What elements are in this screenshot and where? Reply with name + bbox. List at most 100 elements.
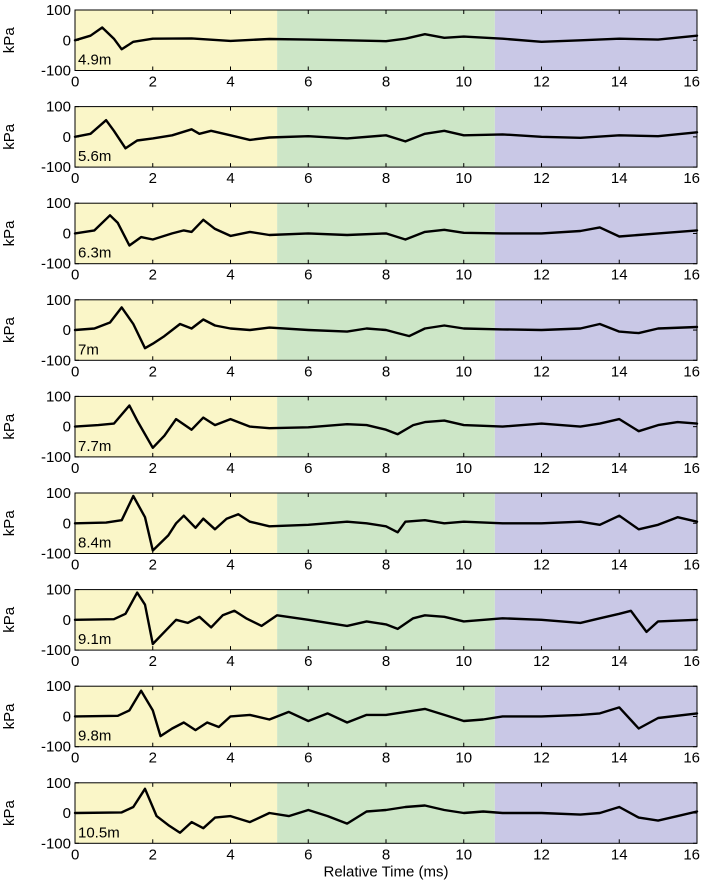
x-tick-label: 10 [455,653,472,670]
x-tick-label: 8 [382,170,390,187]
region-band-1 [75,396,278,457]
x-tick-label: 12 [533,846,550,863]
x-tick-label: 12 [533,267,550,284]
x-tick-label: 12 [533,557,550,574]
x-tick-label: 4 [226,74,234,91]
distance-label: 7.7m [78,438,111,455]
x-tick-label: 14 [611,653,628,670]
x-tick-label: 2 [149,460,157,477]
y-axis-label: kPa [1,413,18,440]
x-tick-label: 2 [149,750,157,767]
distance-label: 10.5m [78,824,120,841]
x-tick-label: 8 [382,267,390,284]
x-tick-label: 10 [455,460,472,477]
y-tick-label: -100 [41,63,71,80]
x-tick-label: 16 [683,267,700,284]
region-band-2 [277,493,495,554]
series-line-7m [73,306,699,350]
x-tick-label: 8 [382,750,390,767]
x-tick-label: 2 [149,74,157,91]
x-tick-label: 4 [226,170,234,187]
x-tick-label: 8 [382,74,390,91]
y-tick-label: 100 [46,485,71,502]
x-tick-label: 0 [71,363,79,380]
x-tick-label: 2 [149,363,157,380]
y-tick-label: 100 [46,2,71,19]
x-tick-label: 2 [149,653,157,670]
x-axis-label: Relative Time (ms) [323,863,448,880]
x-tick-label: 2 [149,170,157,187]
distance-label: 8.4m [78,535,111,552]
y-axis-label: kPa [1,510,18,537]
x-tick-label: 16 [683,653,700,670]
x-tick-label: 10 [455,750,472,767]
y-tick-label: -100 [41,835,71,852]
x-tick-label: 8 [382,557,390,574]
distance-label: 4.9m [78,52,111,69]
x-tick-label: 6 [304,74,312,91]
region-band-1 [75,106,278,168]
x-tick-label: 16 [683,750,700,767]
x-tick-label: 14 [611,363,628,380]
x-tick-label: 4 [226,363,234,380]
y-tick-label: -100 [41,352,71,369]
x-tick-label: 10 [455,363,472,380]
x-tick-label: 0 [71,750,79,767]
x-tick-label: 16 [683,363,700,380]
distance-label: 7m [78,341,99,358]
x-tick-label: 6 [304,460,312,477]
x-tick-label: 4 [226,653,234,670]
x-tick-label: 14 [611,170,628,187]
series-line-9.8m [73,689,699,738]
x-tick-label: 16 [683,170,700,187]
distance-label: 5.6m [78,148,111,165]
x-tick-label: 6 [304,557,312,574]
series-line-8.4m [73,494,699,552]
x-tick-label: 12 [533,170,550,187]
x-tick-label: 10 [455,170,472,187]
x-tick-label: 10 [455,846,472,863]
series-line-10.5m [73,787,699,834]
distance-label: 9.8m [78,728,111,745]
distance-label: 9.1m [78,631,111,648]
x-tick-label: 16 [683,460,700,477]
x-tick-label: 8 [382,653,390,670]
x-tick-label: 14 [611,557,628,574]
y-tick-label: 0 [63,32,71,49]
x-tick-label: 6 [304,363,312,380]
x-tick-label: 0 [71,267,79,284]
series-line-4.9m [73,26,699,51]
x-tick-label: 0 [71,170,79,187]
y-tick-label: 0 [63,515,71,532]
x-tick-label: 14 [611,267,628,284]
x-tick-label: 10 [455,74,472,91]
x-tick-label: 12 [533,653,550,670]
x-tick-label: 4 [226,557,234,574]
x-tick-label: 4 [226,267,234,284]
y-tick-label: 0 [63,419,71,436]
series-line-7.7m [73,404,699,449]
y-tick-label: 0 [63,805,71,822]
x-tick-label: 2 [149,557,157,574]
distance-label: 6.3m [78,245,111,262]
x-tick-label: 16 [683,74,700,91]
x-tick-label: 12 [533,74,550,91]
x-tick-label: 12 [533,460,550,477]
y-tick-label: 100 [46,775,71,792]
region-band-3 [494,396,697,457]
y-tick-label: -100 [41,449,71,466]
series-line-5.6m [73,118,699,150]
x-tick-label: 0 [71,74,79,91]
x-tick-label: 16 [683,557,700,574]
series-line-9.1m [73,591,699,646]
x-tick-label: 4 [226,750,234,767]
